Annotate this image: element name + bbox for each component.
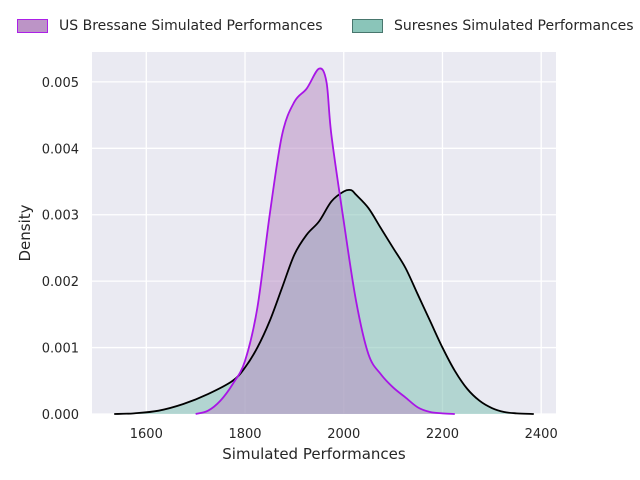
- density-line-suresnes: [114, 188, 534, 415]
- x-tick-label: 1800: [228, 427, 261, 442]
- x-tick-label: 2200: [426, 427, 459, 442]
- y-tick-label: 0.001: [42, 342, 79, 357]
- density-line-us-bressane: [195, 67, 455, 415]
- x-tick-label: 1600: [130, 427, 163, 442]
- y-tick-label: 0.004: [42, 142, 79, 157]
- x-axis-label: Simulated Performances: [222, 445, 406, 463]
- y-tick-label: 0.000: [42, 408, 79, 423]
- x-tick-label: 2000: [327, 427, 360, 442]
- density-area-us-bressane: [195, 68, 455, 414]
- x-tick-label: 2400: [525, 427, 558, 442]
- legend-swatch-us-bressane: [17, 19, 48, 33]
- legend-swatch-suresnes: [352, 19, 383, 33]
- y-tick-label: 0.005: [42, 76, 79, 91]
- y-tick-label: 0.003: [42, 209, 79, 224]
- y-tick-label: 0.002: [42, 275, 79, 290]
- legend-label-suresnes: Suresnes Simulated Performances: [394, 18, 634, 34]
- tick-labels: 1600 1800 2000 2200 2400 0.000 0.001 0.002 0.003…: [42, 76, 558, 442]
- legend-item-suresnes: Suresnes Simulated Performances: [352, 18, 634, 34]
- density-series: [114, 67, 534, 415]
- y-axis-label: Density: [16, 204, 34, 261]
- legend: US Bressane Simulated Performances Sures…: [0, 18, 640, 42]
- legend-label-us-bressane: US Bressane Simulated Performances: [59, 18, 323, 34]
- legend-item-us-bressane: US Bressane Simulated Performances: [17, 18, 323, 34]
